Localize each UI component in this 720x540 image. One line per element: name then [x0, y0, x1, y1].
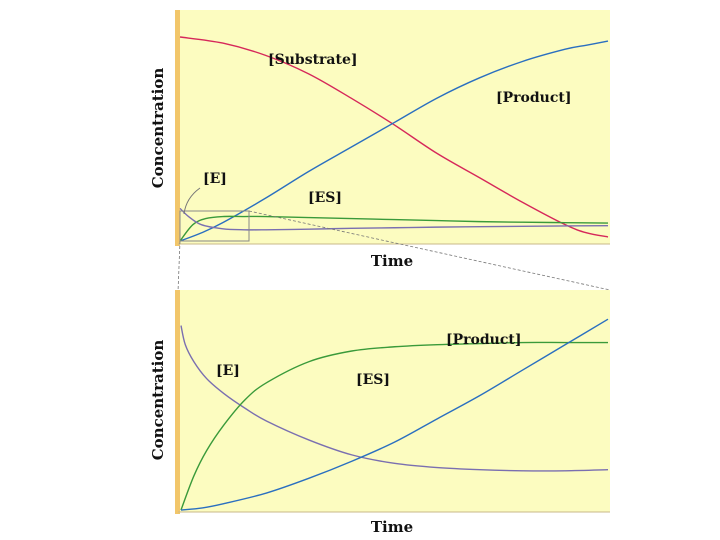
top-y-axis-bar	[175, 10, 180, 246]
top-label-e: [E]	[203, 171, 227, 187]
top-label-substrate: [Substrate]	[268, 52, 358, 68]
bottom-label-e: [E]	[216, 363, 240, 379]
bottom-plot-background	[178, 290, 610, 512]
top-x-axis-label: Time	[371, 252, 413, 270]
top-y-axis-label: Concentration	[149, 68, 167, 189]
bottom-y-axis-bar	[175, 290, 180, 514]
top-series-product-line	[179, 40, 609, 242]
zoom-connector-left	[177, 240, 181, 293]
bottom-series-es-line	[180, 341, 608, 511]
top-label-es: [ES]	[308, 190, 342, 206]
zoom-connector-right	[248, 210, 611, 291]
top-plot-background	[178, 10, 610, 244]
bottom-series-product-line	[180, 318, 609, 511]
bottom-series-group	[180, 318, 609, 511]
bottom-x-axis-label: Time	[371, 518, 413, 536]
zoom-region-box	[179, 210, 250, 242]
bottom-label-es: [ES]	[356, 372, 390, 388]
bottom-series-e-line	[180, 325, 609, 472]
top-series-es-line	[179, 215, 609, 242]
bottom-chart: [Product] [E] [ES] Time Concentration	[149, 290, 610, 536]
top-label-product: [Product]	[496, 90, 571, 106]
bottom-y-axis-label: Concentration	[149, 340, 167, 461]
bottom-label-product: [Product]	[446, 332, 521, 348]
top-chart: [Substrate] [Product] [E] [ES] Time Conc…	[149, 10, 611, 293]
top-e-label-pointer	[183, 187, 201, 215]
